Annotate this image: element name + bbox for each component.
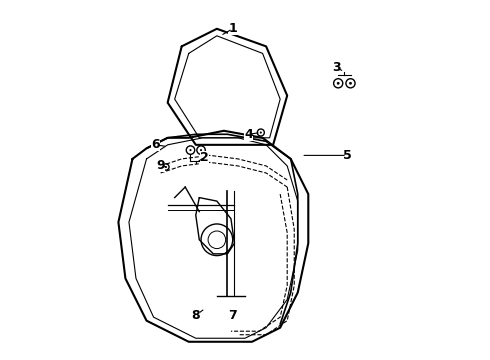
- Circle shape: [337, 82, 340, 85]
- Circle shape: [349, 82, 352, 85]
- Text: 9: 9: [156, 159, 165, 172]
- Circle shape: [260, 131, 262, 134]
- Circle shape: [200, 149, 202, 151]
- Text: 2: 2: [200, 150, 209, 164]
- Text: 5: 5: [343, 149, 351, 162]
- Text: 4: 4: [244, 128, 253, 141]
- Circle shape: [165, 166, 167, 168]
- Circle shape: [190, 149, 192, 151]
- Text: 7: 7: [228, 309, 237, 322]
- Text: 6: 6: [151, 138, 160, 151]
- Text: 3: 3: [332, 61, 341, 74]
- Text: 1: 1: [228, 22, 237, 35]
- Text: 8: 8: [192, 309, 200, 322]
